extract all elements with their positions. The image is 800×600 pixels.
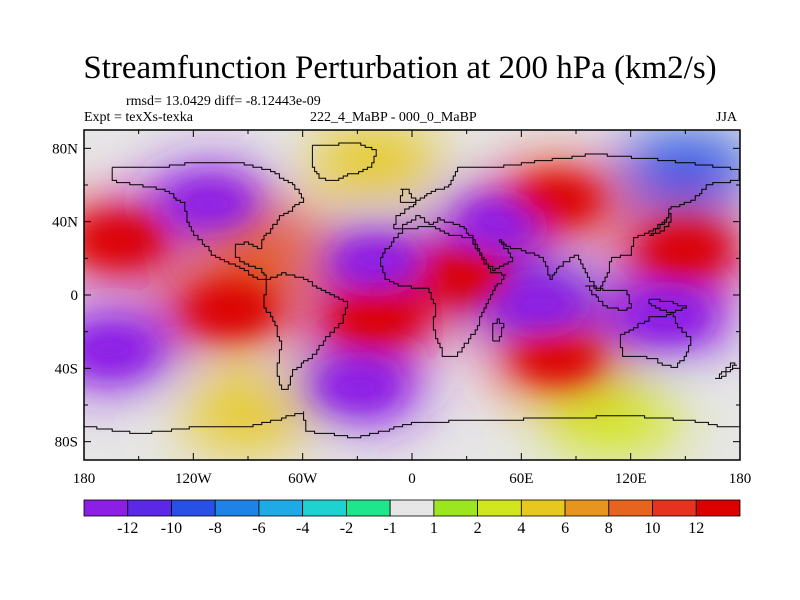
colorbar-label: 1: [430, 520, 438, 537]
field-core: [84, 218, 163, 262]
coastline: [84, 411, 740, 439]
y-tick-label: 0: [71, 288, 79, 304]
x-tick-label: 60E: [509, 471, 533, 487]
colorbar-swatch: [127, 499, 172, 517]
colorbar-swatch: [520, 499, 566, 517]
colorbar-label: 2: [474, 520, 482, 537]
colorbar-swatch: [564, 499, 610, 517]
colorbar-swatch: [608, 499, 653, 517]
field-core: [333, 295, 418, 339]
coastline-layer: [84, 142, 740, 439]
coastline: [399, 188, 417, 203]
colorbar-swatch: [389, 499, 435, 517]
colorbar-swatch: [171, 499, 216, 517]
colorbar-swatch: [214, 499, 260, 517]
coastline: [715, 362, 737, 379]
field-blob: [542, 381, 683, 458]
colorbar-label: 4: [517, 520, 525, 537]
colorbar-swatch: [695, 499, 741, 517]
field-blob: [615, 132, 740, 209]
field-core: [169, 181, 254, 226]
season-label: JJA: [716, 110, 738, 125]
field-core: [84, 328, 154, 372]
colorbar-swatch: [258, 499, 304, 517]
field-blob: [196, 205, 337, 282]
coastline: [380, 226, 506, 357]
field-core: [497, 282, 582, 327]
colorbar-label: -2: [340, 520, 353, 537]
colorbar-label: -1: [383, 520, 396, 537]
y-tick-label: 40S: [55, 361, 78, 377]
colorbar-label: -10: [161, 520, 182, 537]
colorbar-label: -8: [209, 520, 222, 537]
colorbar-label: -12: [117, 520, 138, 537]
x-tick-label: 60W: [288, 471, 318, 487]
colorbar-label: -4: [296, 520, 309, 537]
stats-label: rmsd= 13.0429 diff= -8.12443e-09: [126, 94, 321, 109]
field-blob: [178, 376, 318, 453]
colorbar-label: 12: [688, 520, 704, 537]
colorbar-label: 8: [605, 520, 613, 537]
coastline: [393, 153, 740, 291]
field-core: [515, 177, 600, 222]
colorbar-swatch: [477, 499, 522, 517]
y-tick-label: 80S: [55, 435, 78, 451]
axes-layer: 180 120W 60W 0 60E 120E 180 80N 40N 0 40S 80S: [52, 130, 751, 487]
coastline: [649, 212, 672, 236]
colorbar-swatch: [652, 499, 697, 517]
colorbar-swatch: [345, 499, 391, 517]
field-core: [333, 240, 418, 284]
coastline: [263, 272, 349, 390]
x-tick-label: 0: [408, 471, 416, 487]
coastline: [585, 285, 632, 311]
difference-label: 222_4_MaBP - 000_0_MaBP: [310, 110, 477, 125]
colorbar-swatch: [433, 499, 479, 517]
coastline: [311, 142, 377, 181]
coastline: [111, 162, 305, 280]
x-tick-label: 180: [73, 471, 96, 487]
x-tick-label: 180: [729, 471, 752, 487]
x-tick-label: 120E: [615, 471, 647, 487]
x-tick-label: 120W: [175, 471, 213, 487]
field-core: [424, 254, 509, 299]
colorbar: -12 -10 -8 -6 -4 -2 -1 1 2 4 6 8 10 12: [83, 499, 741, 537]
field-core: [187, 287, 272, 332]
colorbar-label: 10: [645, 520, 661, 537]
chart-title: Streamfunction Perturbation at 200 hPa (…: [83, 50, 717, 86]
field-core: [643, 227, 728, 272]
field-core: [315, 364, 400, 409]
colorbar-label: -6: [252, 520, 265, 537]
y-tick-label: 80N: [52, 141, 78, 157]
field-blob: [305, 130, 446, 201]
field-layer: [84, 130, 740, 460]
coastline: [648, 298, 687, 313]
experiment-label: Expt = texXs-texka: [84, 110, 193, 125]
colorbar-label: 6: [561, 520, 569, 537]
y-tick-label: 40N: [52, 215, 78, 231]
colorbar-swatch: [83, 499, 129, 517]
coastline: [619, 311, 692, 368]
colorbar-swatch: [302, 499, 347, 517]
field-core: [515, 337, 600, 382]
field-core: [625, 295, 710, 339]
coastline: [492, 318, 505, 342]
